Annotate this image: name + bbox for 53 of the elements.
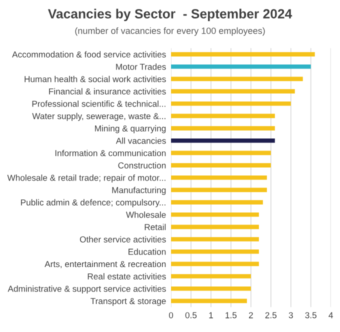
y-tick-label: Water supply, sewerage, waste &...	[32, 112, 166, 121]
bar	[171, 224, 259, 230]
y-tick-label: Construction	[118, 162, 166, 168]
y-tick-label: Retail	[144, 224, 166, 230]
x-tick-label: 3.5	[305, 312, 316, 318]
y-tick-label: Education	[128, 248, 166, 255]
y-tick-label: Human health & social work activities	[24, 76, 166, 82]
y-tick-label: Wholesale & retail trade; repair of motor...	[7, 174, 166, 183]
y-tick-label: Public admin & defence; compulsory...	[21, 199, 166, 208]
chart-title: Vacancies by Sector - September 2024	[48, 8, 292, 22]
bar	[171, 138, 275, 143]
bar	[171, 175, 267, 180]
y-tick-label: Accommodation & food service activities	[12, 51, 166, 58]
bar	[171, 64, 311, 69]
x-tick-label: 1.5	[226, 312, 237, 318]
bar	[171, 126, 275, 130]
y-tick-label: Mining & quarrying	[95, 125, 166, 134]
x-tick-label: 3	[288, 312, 293, 318]
y-tick-label: Motor Trades	[116, 64, 166, 70]
y-tick-label: Information & communication	[55, 150, 166, 156]
bar	[171, 212, 259, 217]
y-tick-label: Wholesale	[126, 211, 166, 218]
bar	[171, 200, 263, 204]
x-tick-label: 2	[248, 312, 253, 318]
bar	[171, 249, 259, 254]
y-tick-label: Administrative & support service activities	[8, 285, 166, 294]
x-tick-label: 2.5	[265, 312, 277, 318]
bar	[171, 89, 295, 94]
x-tick-label: 1	[209, 312, 213, 318]
bar	[171, 114, 275, 118]
bar	[171, 262, 259, 266]
bar	[171, 52, 315, 56]
bar	[171, 188, 267, 192]
bar	[171, 237, 259, 242]
bar	[171, 150, 271, 156]
bar	[171, 101, 291, 106]
chart-subtitle: (number of vacancies for every 100 employees)	[75, 27, 265, 36]
bar	[171, 286, 251, 291]
y-tick-label: Arts, entertainment & recreation	[44, 260, 166, 268]
x-tick-label: 0	[168, 312, 174, 318]
y-tick-label: Financial & insurance activities	[49, 88, 166, 95]
y-tick-label: Real estate activities	[88, 273, 166, 280]
bar	[171, 298, 247, 304]
bar	[171, 163, 271, 168]
y-tick-label: Other service activities	[80, 236, 166, 242]
y-tick-label: Professional scientific & technical...	[32, 100, 166, 107]
bar	[171, 76, 303, 82]
y-tick-label: Manufacturing	[112, 186, 166, 195]
bar	[171, 274, 251, 278]
y-tick-label: Transport & storage	[90, 298, 166, 306]
y-tick-label: All vacancies	[116, 138, 166, 144]
x-tick-label: 4	[328, 312, 333, 318]
x-tick-label: 0.5	[185, 312, 197, 318]
